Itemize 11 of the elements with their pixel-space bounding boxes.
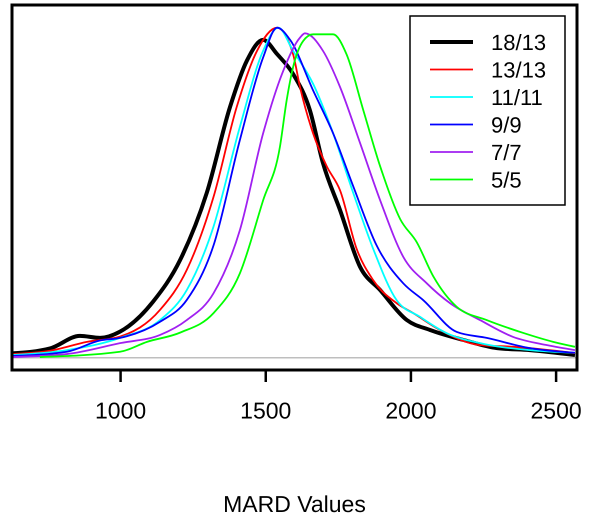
legend-label: 7/7 [491,140,522,165]
legend-label: 11/11 [491,85,543,110]
x-tick-label: 2000 [385,397,437,424]
x-tick-label: 1000 [95,397,146,424]
legend-label: 18/13 [491,30,546,55]
x-tick-label: 1500 [240,397,292,424]
legend-label: 5/5 [491,168,522,192]
legend-label: 9/9 [491,112,522,138]
legend-label: 13/13 [491,58,546,82]
x-axis-title: MARD Values [223,491,366,517]
x-tick-label: 2500 [530,397,582,424]
